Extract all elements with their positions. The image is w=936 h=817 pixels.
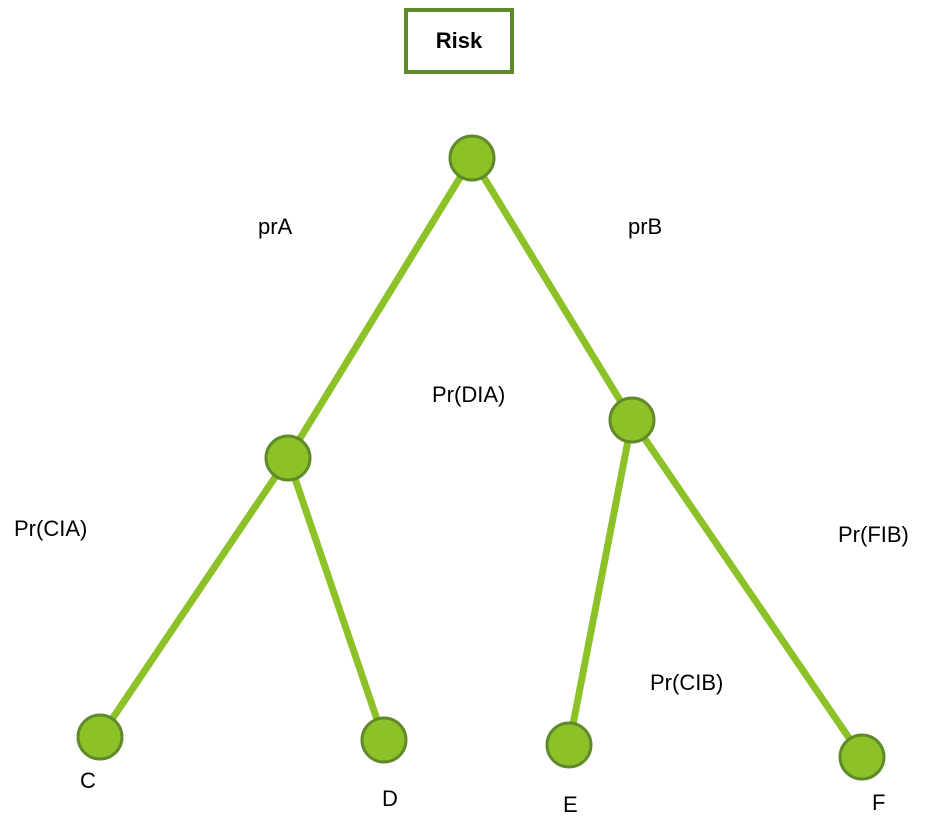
leaf-node-d [360, 716, 408, 764]
leaf-label-c: C [80, 768, 96, 793]
edge-a-c [96, 454, 292, 741]
leaf-label-f: F [872, 790, 886, 815]
edge-root-b [468, 154, 636, 424]
edge-label-a-c: Pr(CIA) [14, 516, 88, 541]
tree-edges [96, 154, 866, 761]
leaf-label-e: E [563, 792, 578, 817]
edge-b-f [628, 416, 866, 761]
leaf-node-f [838, 733, 886, 781]
node-b [608, 396, 656, 444]
edge-label-root-a: prA [258, 214, 293, 239]
edge-a-d [284, 454, 388, 744]
title-box: Risk [404, 8, 514, 74]
edge-label-b-e: Pr(CIB) [650, 670, 724, 695]
leaf-node-c [76, 713, 124, 761]
edge-label-root-b: prB [628, 214, 663, 239]
leaf-label-d: D [382, 786, 398, 811]
node-a [264, 434, 312, 482]
root-node [448, 134, 496, 182]
edge-label-a-d: Pr(DIA) [432, 382, 506, 407]
leaf-node-e [545, 721, 593, 769]
diagram-title: Risk [435, 28, 483, 53]
tree-nodes [76, 134, 886, 781]
edge-root-a [284, 154, 476, 462]
edge-b-e [565, 416, 636, 749]
edge-label-b-f: Pr(FIB) [838, 522, 909, 547]
